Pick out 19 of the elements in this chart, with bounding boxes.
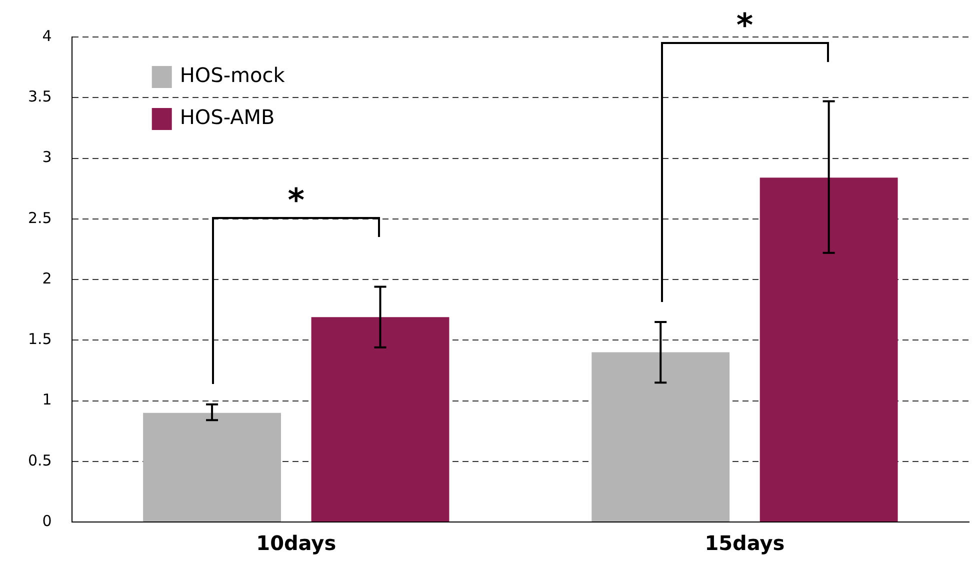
x-tick-label: 10days	[256, 531, 336, 556]
bar	[592, 352, 730, 522]
y-tick-label: 2	[42, 269, 52, 288]
y-tick-label: 1.5	[28, 330, 52, 348]
bar	[311, 317, 450, 522]
y-tick-label: 3	[42, 148, 52, 166]
y-tick-label: 4	[42, 26, 52, 45]
y-tick-label: 3.5	[28, 88, 52, 106]
y-tick-label: 2.5	[28, 208, 52, 227]
y-tick-label: 0	[42, 512, 52, 530]
legend-label: HOS-mock	[180, 63, 286, 88]
annotation: *	[286, 180, 306, 219]
bar	[760, 178, 898, 522]
y-tick-label: 0.5	[28, 451, 52, 470]
legend-label: HOS-AMB	[180, 105, 275, 130]
y-tick-label: 1	[42, 390, 52, 409]
annotation: *	[735, 6, 754, 44]
bar	[143, 412, 281, 522]
x-tick-label: 15days	[704, 531, 785, 556]
